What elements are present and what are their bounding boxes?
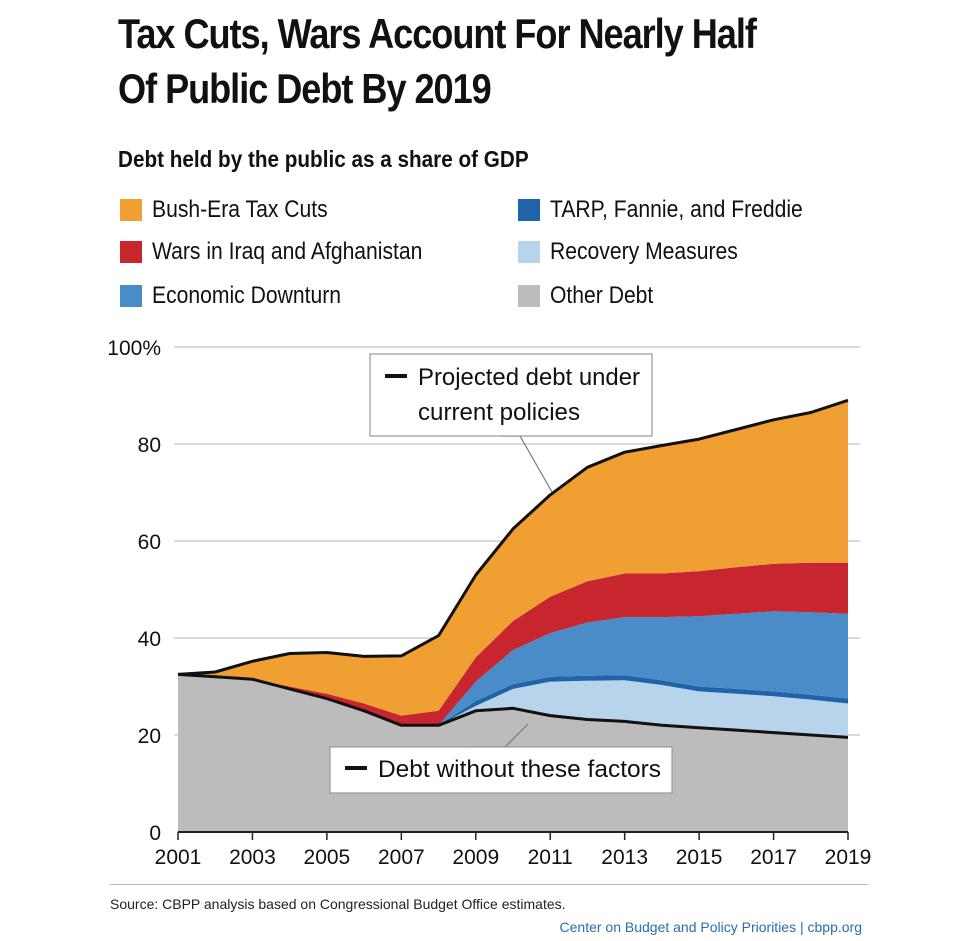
x-tick-label: 2013 [601,846,648,869]
x-tick-label: 2009 [452,846,499,869]
y-tick-label: 40 [138,628,161,651]
x-tick-label: 2017 [750,846,797,869]
source-note: Source: CBPP analysis based on Congressi… [110,896,566,912]
x-tick-label: 2007 [378,846,425,869]
footer-divider [110,884,868,885]
y-tick-label: 100% [107,337,161,360]
x-tick-label: 2015 [676,846,723,869]
x-tick-label: 2019 [825,846,872,869]
credit-note: Center on Budget and Policy Priorities |… [560,919,862,935]
y-tick-label: 60 [138,531,161,554]
y-tick-label: 20 [138,725,161,748]
y-tick-label: 0 [149,822,161,845]
annotation-projected-line-1: Projected debt under [418,364,640,391]
y-tick-label: 80 [138,434,161,457]
annotation-without-factors-text: Debt without these factors [378,756,661,783]
x-tick-label: 2005 [304,846,351,869]
x-tick-label: 2003 [229,846,276,869]
annotation-projected-line-2: current policies [418,399,580,426]
area-chart: 100% 80 60 40 20 02001 2003 2005 2007 2009 2011 201… [0,0,980,880]
x-tick-label: 2001 [155,846,202,869]
x-tick-label: 2011 [528,846,573,869]
